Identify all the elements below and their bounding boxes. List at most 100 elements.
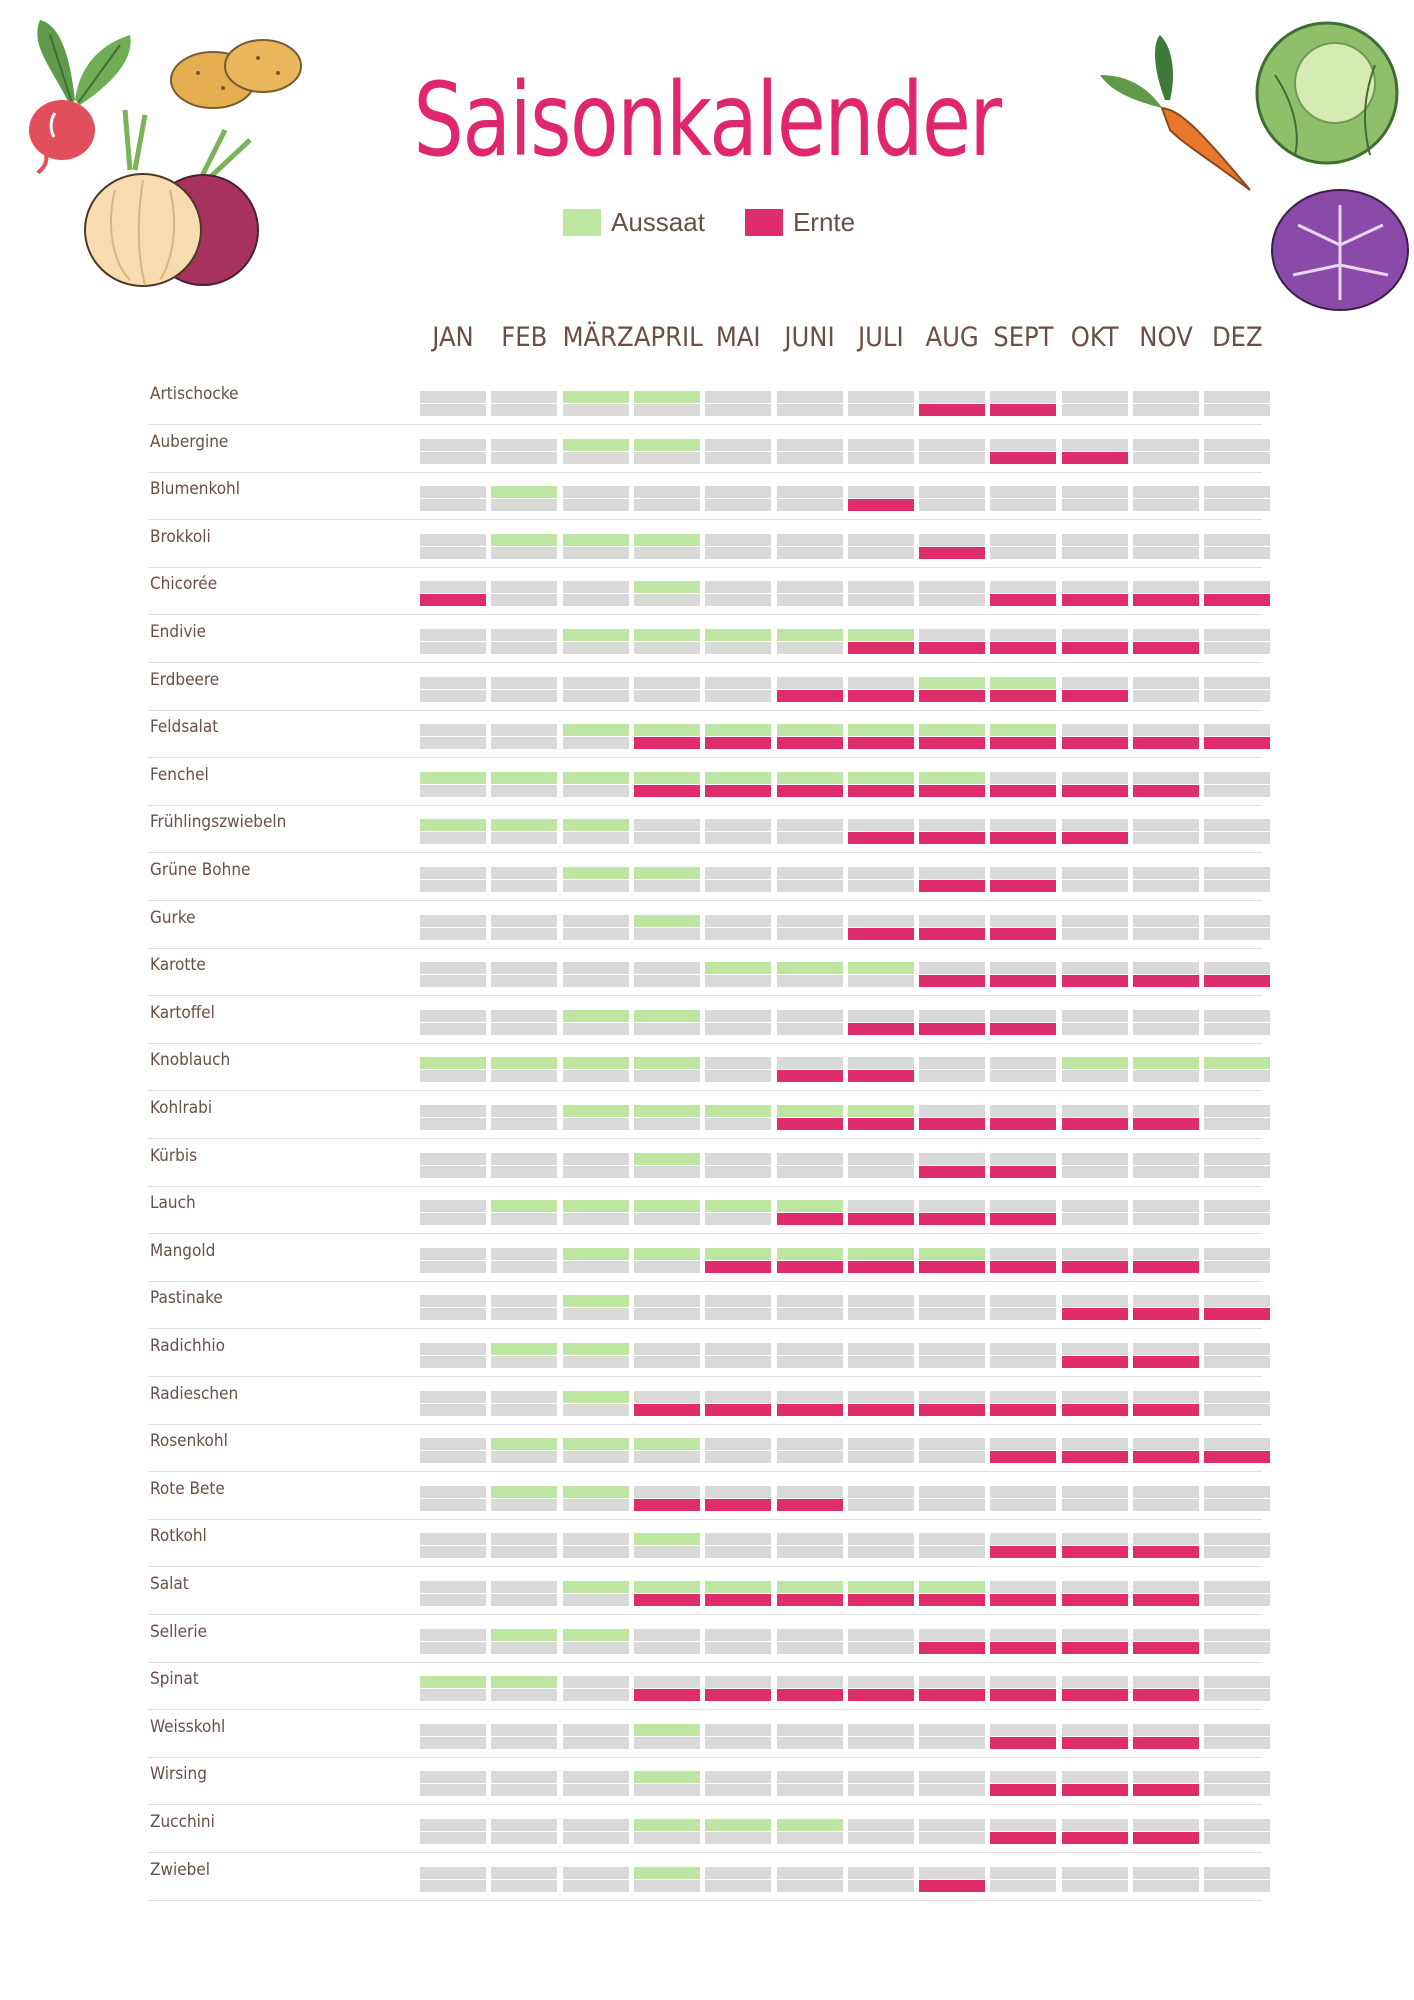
month-cell — [1061, 626, 1128, 656]
ernte-bar — [1204, 880, 1271, 892]
aussaat-bar — [705, 1152, 772, 1165]
vegetable-label: Lauch — [150, 1193, 196, 1214]
calendar-row: Weisskohl — [0, 1711, 1414, 1758]
month-cell — [705, 1054, 772, 1084]
month-cell — [776, 1388, 843, 1418]
month-cell — [1133, 626, 1199, 656]
month-cell — [562, 674, 629, 704]
ernte-bar — [1061, 1641, 1128, 1654]
month-cell — [990, 578, 1057, 608]
vegetable-label: Rote Bete — [150, 1478, 225, 1499]
aussaat-bar — [919, 962, 986, 975]
aussaat-bar — [633, 724, 700, 737]
month-cell — [491, 1245, 558, 1275]
ernte-bar — [919, 499, 986, 512]
aussaat-bar — [562, 1247, 629, 1260]
aussaat-bar — [919, 1009, 986, 1022]
vegetable-label: Endivie — [150, 622, 207, 642]
month-cell — [1133, 1816, 1199, 1846]
month-cell — [562, 1102, 629, 1132]
aussaat-bar — [491, 486, 558, 499]
aussaat-bar — [1204, 771, 1271, 784]
aussaat-bar — [776, 1009, 843, 1022]
aussaat-bar — [1133, 438, 1199, 451]
month-cell — [847, 864, 914, 894]
aussaat-bar — [990, 1866, 1057, 1879]
ernte-bar — [491, 1260, 558, 1273]
ernte-bar — [1204, 1356, 1271, 1368]
ernte-bar — [633, 1879, 700, 1892]
ernte-bar — [1061, 1689, 1128, 1702]
aussaat-bar — [1061, 1628, 1128, 1641]
ernte-bar — [1061, 642, 1128, 654]
ernte-bar — [633, 832, 700, 845]
aussaat-bar — [633, 1390, 700, 1403]
ernte-bar — [776, 1260, 843, 1273]
ernte-bar — [847, 1498, 914, 1511]
aussaat-bar — [705, 1200, 772, 1213]
ernte-bar — [705, 784, 772, 797]
month-cell — [847, 1483, 914, 1513]
month-cell — [776, 626, 843, 656]
month-cell — [776, 1626, 843, 1656]
calendar-row: Zwiebel — [0, 1854, 1414, 1901]
ernte-bar — [562, 927, 629, 940]
calendar-row: Kartoffel — [0, 997, 1414, 1044]
month-label: FEB — [501, 322, 548, 353]
ernte-bar — [990, 1403, 1057, 1416]
ernte-bar — [420, 1260, 486, 1273]
month-cell — [990, 626, 1057, 656]
aussaat-bar — [990, 676, 1057, 689]
month-cell — [562, 1292, 629, 1322]
month-cell — [633, 1435, 700, 1465]
month-cell — [776, 1483, 843, 1513]
aussaat-bar — [919, 867, 986, 879]
aussaat-bar — [776, 676, 843, 689]
month-cell — [776, 912, 843, 942]
ernte-bar — [919, 880, 986, 892]
month-cell — [1061, 1388, 1128, 1418]
ernte-bar — [776, 1356, 843, 1368]
aussaat-bar — [491, 724, 558, 737]
ernte-bar — [491, 1070, 558, 1083]
month-cell — [1061, 674, 1128, 704]
ernte-bar — [776, 832, 843, 845]
aussaat-bar — [491, 1295, 558, 1308]
month-cell — [705, 1102, 772, 1132]
aussaat-bar — [1204, 1152, 1271, 1165]
aussaat-bar — [1133, 1152, 1199, 1165]
month-cell — [562, 1673, 629, 1703]
aussaat-bar — [562, 1866, 629, 1879]
month-cell — [562, 626, 629, 656]
month-cell — [776, 721, 843, 751]
month-cell — [491, 1864, 558, 1894]
month-cell — [919, 1435, 986, 1465]
aussaat-bar — [990, 1771, 1057, 1784]
month-cell — [776, 1197, 843, 1227]
aussaat-bar — [420, 1676, 486, 1689]
ernte-bar — [705, 1403, 772, 1416]
aussaat-bar — [990, 1676, 1057, 1689]
month-cell — [633, 626, 700, 656]
aussaat-bar — [1133, 1581, 1199, 1593]
ernte-bar — [919, 1213, 986, 1226]
red-cabbage-icon — [1271, 189, 1409, 311]
month-cell — [420, 721, 486, 751]
ernte-bar — [990, 404, 1057, 416]
calendar-row: Lauch — [0, 1187, 1414, 1235]
aussaat-bar — [420, 914, 486, 927]
ernte-bar — [990, 1213, 1057, 1226]
ernte-bar — [776, 1403, 843, 1416]
month-cell — [562, 1483, 629, 1513]
ernte-bar — [1204, 689, 1271, 702]
legend: Aussaat Ernte — [563, 207, 895, 238]
month-cell — [1204, 1626, 1271, 1656]
ernte-bar — [562, 499, 629, 512]
month-cell — [1061, 1340, 1128, 1370]
month-cell — [420, 1816, 486, 1846]
aussaat-bar — [491, 1343, 558, 1355]
aussaat-bar — [633, 629, 700, 641]
month-cell — [491, 1340, 558, 1370]
aussaat-bar — [919, 629, 986, 641]
ernte-bar — [919, 1022, 986, 1035]
